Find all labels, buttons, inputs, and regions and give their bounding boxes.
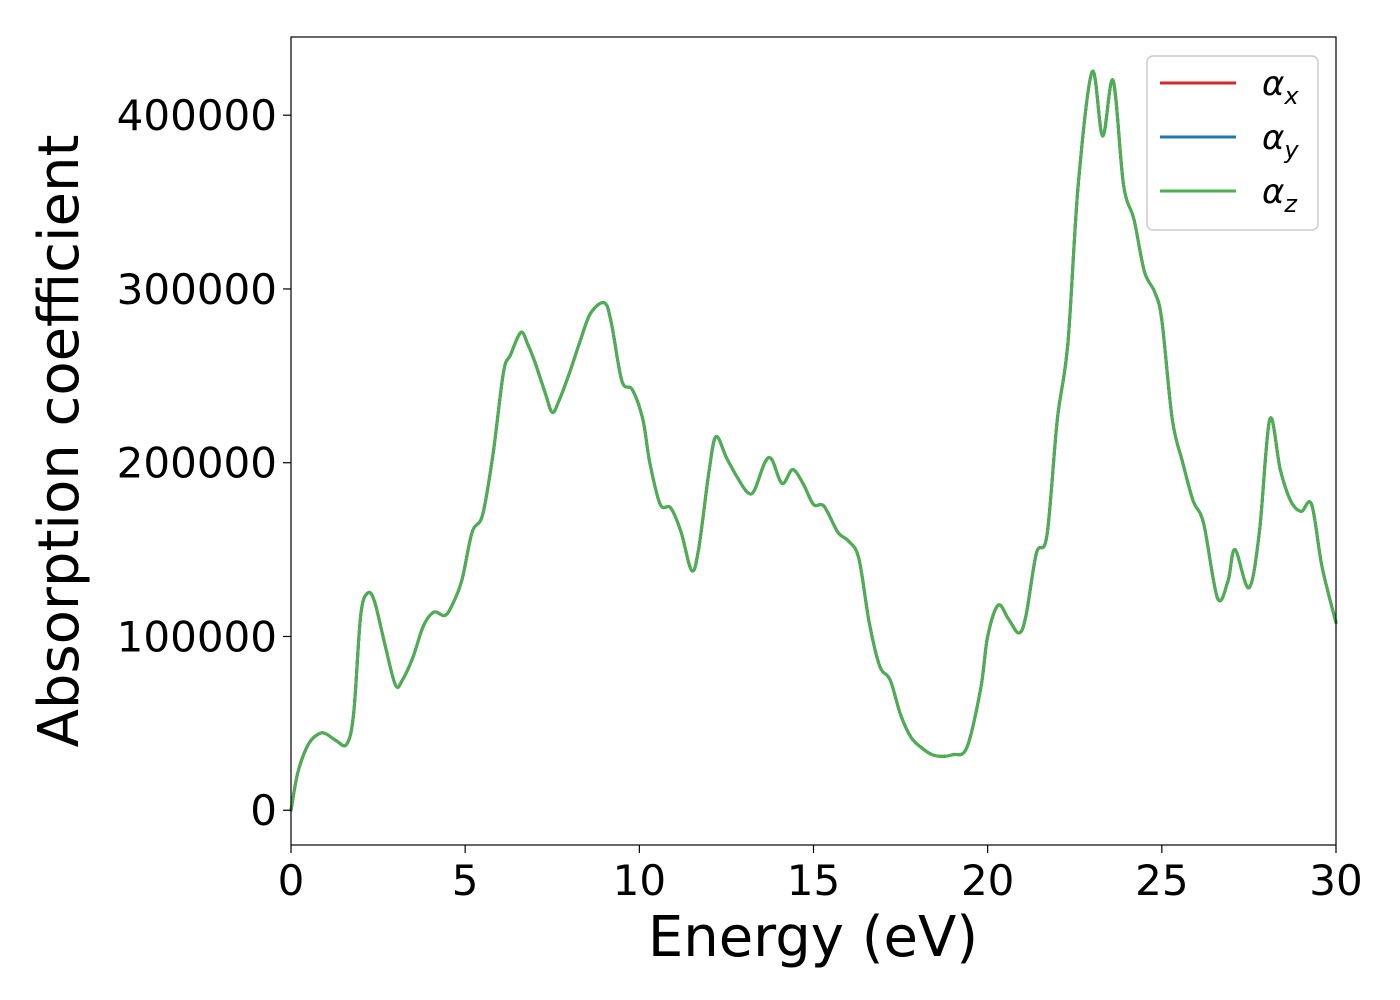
x-tick-label: 30: [1309, 856, 1362, 905]
x-tick-label: 15: [787, 856, 840, 905]
x-tick-label: 25: [1135, 856, 1188, 905]
y-tick-label: 400000: [117, 91, 277, 140]
series-layer: [289, 70, 1338, 812]
legend: αx αy αz: [1146, 55, 1319, 231]
legend-label-alpha-z: αz: [1262, 172, 1298, 218]
y-tick-label: 0: [250, 786, 277, 835]
y-axis-label: Absorption coefficient: [27, 135, 92, 748]
x-tick-label: 20: [961, 856, 1014, 905]
y-axis-ticks: 0 100000 200000 300000 400000: [117, 91, 291, 835]
x-tick-label: 5: [452, 856, 479, 905]
x-axis-ticks: 0 5 10 15 20 25 30: [278, 845, 1363, 905]
series-line-alpha-z: [289, 70, 1338, 812]
x-axis-label: Energy (eV): [648, 905, 978, 970]
x-tick-label: 0: [278, 856, 305, 905]
y-tick-label: 200000: [117, 439, 277, 488]
y-tick-label: 100000: [117, 612, 277, 661]
legend-box: [1146, 55, 1319, 231]
x-tick-label: 10: [613, 856, 666, 905]
legend-label-alpha-y: αy: [1262, 118, 1299, 164]
y-tick-label: 300000: [117, 265, 277, 314]
legend-label-alpha-x: αx: [1262, 64, 1299, 110]
